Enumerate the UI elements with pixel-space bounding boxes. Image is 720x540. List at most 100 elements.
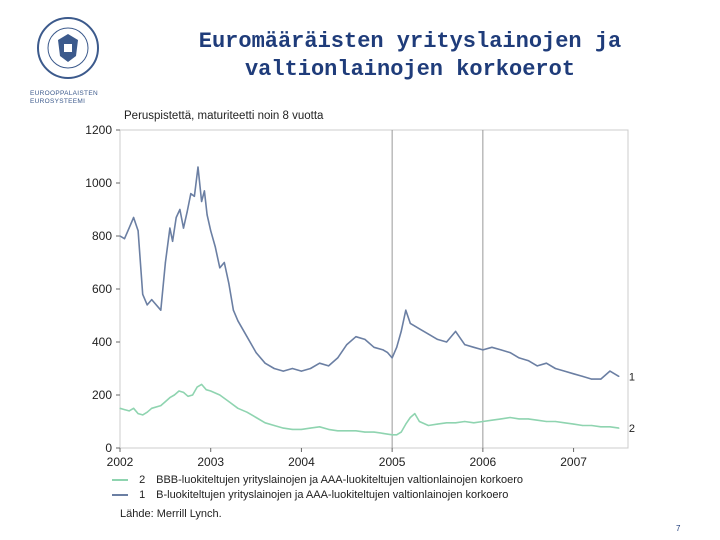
y-tick-label-1200: 1200: [85, 123, 112, 137]
series-2-point: [509, 416, 511, 419]
series-1-point: [246, 336, 248, 338]
series-2-point: [427, 424, 429, 427]
series-1-point: [146, 304, 148, 306]
series-1-point: [237, 320, 239, 322]
legend-swatch-1: [112, 494, 128, 497]
series-1-point: [264, 362, 266, 364]
title-line-2: valtionlainojen korkoerot: [244, 57, 576, 82]
x-tick-label-2006: 2006: [470, 455, 497, 469]
series-2-point: [123, 409, 126, 411]
page-number: 7: [676, 524, 681, 533]
series-1-point: [206, 214, 208, 216]
series-line-1: [119, 166, 620, 380]
legend-item-2: 2 BBB-luokiteltujen yrityslainojen ja AA…: [112, 474, 523, 486]
series-2-point: [178, 390, 180, 392]
series-1-point: [210, 230, 212, 232]
series-2-point: [291, 428, 293, 430]
series-1-point: [164, 261, 166, 264]
series-1-point: [509, 352, 511, 354]
series-2-point: [464, 420, 466, 423]
series-1-point: [160, 309, 162, 311]
series-1-point: [319, 362, 321, 364]
series-1-point: [473, 346, 475, 348]
series-2-point: [409, 416, 411, 419]
legend-label-2: BBB-luokiteltujen yrityslainojen ja AAA-…: [156, 474, 523, 486]
series-2-point: [246, 411, 248, 413]
x-tick-label-2004: 2004: [288, 455, 315, 469]
series-2-point: [455, 422, 457, 424]
series-1-point: [255, 352, 257, 354]
series-1-point: [186, 211, 188, 213]
series-1-point: [382, 349, 384, 351]
series-2-point: [128, 410, 130, 412]
series-1-point: [545, 362, 548, 364]
series-1-point: [455, 330, 457, 332]
series-2-point: [536, 419, 538, 421]
series-2-point: [396, 434, 398, 436]
legend-label-1: B-luokiteltujen yrityslainojen ja AAA-lu…: [156, 489, 509, 501]
series-1-point: [219, 267, 221, 269]
series-2-point: [418, 420, 420, 423]
series-1-point: [300, 370, 302, 372]
series-2-point: [328, 428, 330, 430]
series-2-point: [210, 390, 212, 392]
legend-num-2: 2: [139, 474, 146, 486]
series-1-point: [600, 378, 602, 380]
series-2-point: [591, 424, 593, 427]
series-2-point: [500, 418, 502, 420]
series-2-point: [169, 397, 171, 399]
series-1-point: [282, 370, 284, 372]
series-1-point: [364, 338, 366, 340]
series-1-point: [464, 344, 466, 346]
series-1-point: [591, 378, 593, 380]
series-2-point: [414, 413, 416, 415]
slide-title: Euromääräisten yrityslainojen ja valtion…: [150, 28, 670, 84]
y-tick-label-1000: 1000: [85, 176, 112, 190]
series-2-point: [273, 424, 275, 427]
series-1-point: [573, 373, 575, 375]
series-2-point: [391, 434, 393, 436]
series-1-point: [203, 190, 205, 192]
series-1-point: [387, 352, 389, 354]
series-2-point: [160, 405, 162, 407]
series-1-point: [405, 309, 407, 311]
y-axis-title: Peruspistettä, maturiteetti noin 8 vuott…: [124, 110, 324, 122]
series-2-point: [187, 395, 189, 397]
series-2-point: [355, 430, 357, 432]
series-2-point: [151, 407, 153, 409]
series-2-point: [300, 428, 302, 430]
y-tick-label-0: 0: [105, 441, 112, 455]
y-tick-label-800: 800: [92, 229, 112, 243]
series-2-point: [473, 422, 475, 424]
series-2-point: [182, 391, 185, 393]
series-2-point: [192, 394, 194, 396]
series-2-point: [173, 394, 175, 396]
series-1-point: [197, 166, 199, 168]
logo-subtitle: EUROOPPALAISTEN EUROSYSTEEMI: [30, 90, 98, 105]
series-2-point: [373, 431, 375, 433]
series-1-point: [391, 357, 393, 359]
series-2-point: [196, 386, 198, 388]
series-1-point: [137, 230, 139, 232]
series-2-point: [436, 423, 439, 425]
series-2-point: [337, 430, 339, 432]
series-2-point: [164, 401, 166, 403]
series-1-point: [123, 238, 126, 240]
series-2-point: [319, 426, 321, 428]
series-1-point: [373, 346, 375, 348]
x-tick-label-2007: 2007: [560, 455, 587, 469]
series-2-point: [446, 422, 448, 424]
series-1-point: [201, 200, 203, 203]
series-2-point: [264, 422, 266, 424]
series-1-point: [527, 360, 529, 362]
series-2-point: [609, 426, 611, 428]
series-1-point: [179, 208, 181, 211]
series-2-point: [255, 416, 257, 419]
series-end-label-1: 1: [629, 371, 635, 383]
series-1-point: [355, 336, 357, 338]
series-2-point: [527, 418, 529, 420]
series-1-point: [536, 365, 538, 367]
series-1-point: [436, 338, 439, 340]
series-2-point: [346, 430, 348, 432]
series-1-point: [190, 193, 192, 195]
